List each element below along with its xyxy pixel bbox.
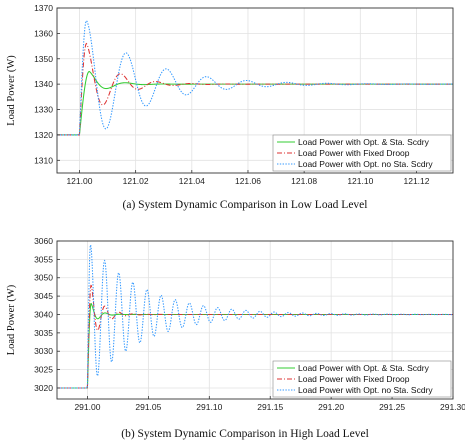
series-group [57,244,453,389]
x-tick-label: 121.06 [235,176,261,186]
x-tick-label: 121.08 [291,176,317,186]
chart-1: 121.00 121.02 121.04 121.06 121.08 121.10 121.… [6,3,454,211]
x-tick-label: 291.10 [196,402,222,412]
y-tick-label: 1320 [34,130,53,140]
y-axis-label: Load Power (W) [6,284,17,355]
x-tick-label: 121.04 [179,176,205,186]
x-tick-label: 291.15 [257,402,283,412]
series-line-3 [57,244,453,389]
y-tick-label: 1350 [34,54,53,64]
y-tick-label: 1360 [34,28,53,38]
y-tick-label: 3020 [34,383,53,393]
y-tick-label: 1370 [34,3,53,13]
y-tick-label: 1310 [34,155,53,165]
x-tick-label: 121.10 [347,176,373,186]
legend-label-3: Load Power with Opt. no Sta. Scdry [298,159,433,169]
x-tick-label: 291.20 [318,402,344,412]
legend-box [272,134,452,172]
x-tick-label: 291.25 [379,402,405,412]
y-tick-label: 3030 [34,346,53,356]
series-group [57,19,453,136]
x-tick-label: 291.05 [135,402,161,412]
legend-label-3: Load Power with Opt. no Sta. Scdry [298,385,433,395]
legend-label-2: Load Power with Fixed Droop [298,148,410,158]
series-line-3 [57,19,453,136]
chart-caption: (b) System Dynamic Comparison in High Lo… [121,428,369,440]
x-tick-label: 121.00 [66,176,92,186]
legend-label-2: Load Power with Fixed Droop [298,374,410,384]
chart-2: 291.00 291.05 291.10 291.15 291.20 291.25 291.… [6,236,465,440]
y-tick-label: 3025 [34,365,53,375]
x-tick-label: 291.00 [74,402,100,412]
axes-frame [56,240,454,400]
axes-frame [56,7,454,174]
y-tick-label: 3060 [34,236,53,246]
y-tick-label: 1330 [34,105,53,115]
x-tick-label: 291.30 [440,402,465,412]
y-tick-label: 3050 [34,273,53,283]
y-tick-label: 3035 [34,328,53,338]
chart-caption: (a) System Dynamic Comparison in Low Loa… [123,199,368,211]
x-tick-label: 121.02 [123,176,149,186]
y-axis-label: Load Power (W) [6,55,17,126]
y-tick-label: 3045 [34,291,53,301]
x-tick-label: 121.12 [403,176,429,186]
y-tick-label: 3040 [34,309,53,319]
legend-label-1: Load Power with Opt. & Sta. Scdry [298,137,430,147]
series-line-2 [57,284,453,389]
y-tick-label: 3055 [34,254,53,264]
legend-box [272,360,452,398]
legend-label-1: Load Power with Opt. & Sta. Scdry [298,363,430,373]
y-tick-label: 1340 [34,79,53,89]
